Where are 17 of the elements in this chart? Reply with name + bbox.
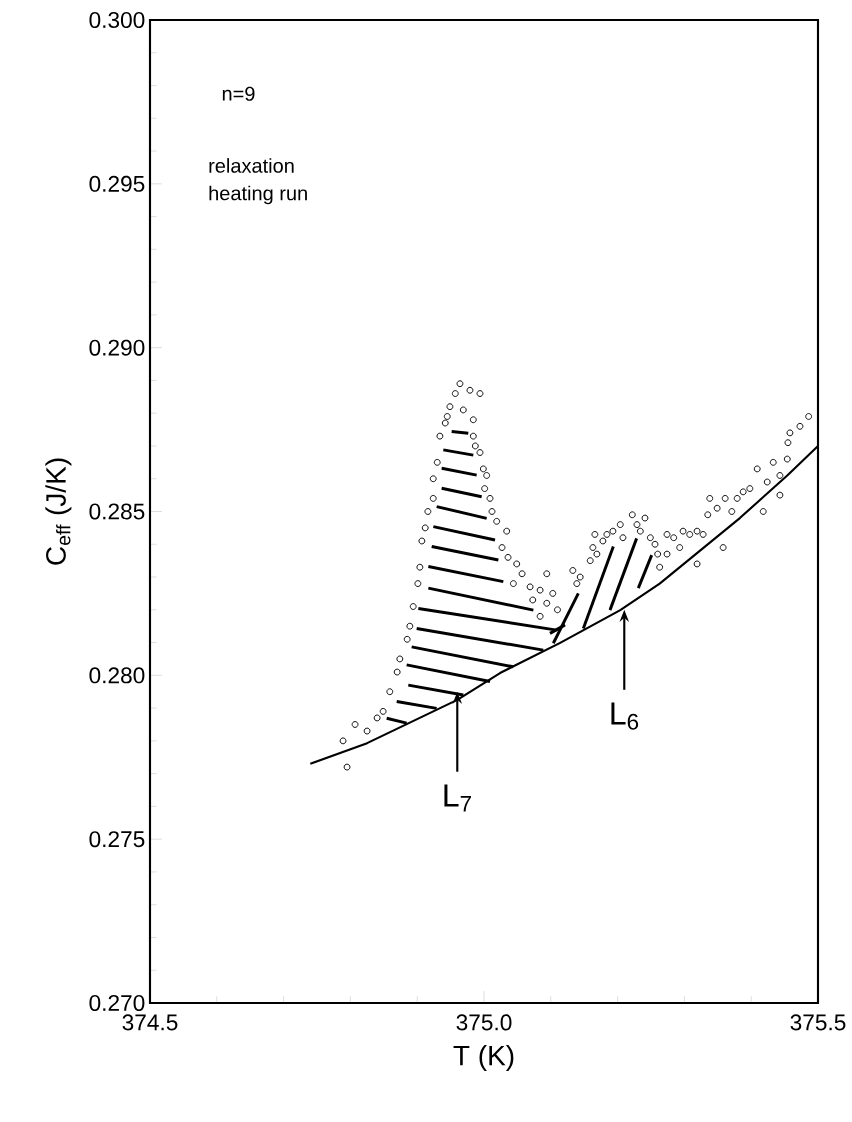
- y-tick-label: 0.300: [89, 11, 145, 29]
- annotation: L$_{6}$: [611, 702, 639, 730]
- y-tick-label: 0.285: [89, 503, 145, 520]
- y-tick-label: 0.270: [89, 994, 145, 1012]
- annotation: heating run: [209, 185, 307, 205]
- y-tick-label: 0.290: [89, 339, 145, 356]
- annotation: L$_{7}$: [444, 784, 471, 812]
- y-tick-label: 0.280: [89, 667, 145, 684]
- annotation: relaxation: [209, 158, 294, 173]
- y-tick-label: 0.295: [89, 175, 145, 192]
- x-axis-title: T (K): [453, 1044, 514, 1071]
- x-tick-label: 374.5: [122, 1014, 178, 1031]
- annotation: n=9: [222, 86, 255, 101]
- x-tick-label: 375.0: [456, 1014, 512, 1031]
- y-tick-label: 0.275: [89, 831, 145, 848]
- x-tick-label: 375.5: [790, 1014, 846, 1031]
- y-axis-title: C$_{eff}$ (J/K): [45, 458, 72, 565]
